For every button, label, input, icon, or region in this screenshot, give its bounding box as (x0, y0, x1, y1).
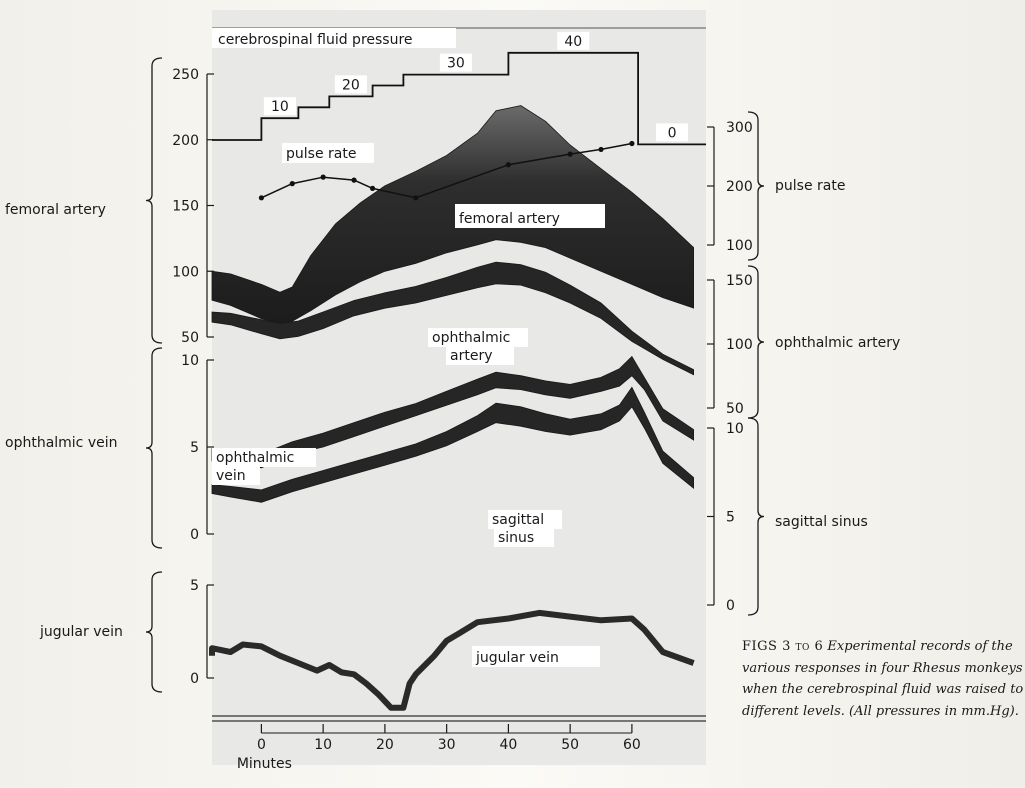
pulse-rate-axis-label: pulse rate (775, 178, 845, 194)
ophthalmic-vein-trace-label-0: ophthalmic (216, 450, 294, 466)
pulse-rate-bracket (747, 111, 765, 261)
pulse-rate-tick-label-0: 100 (726, 238, 753, 254)
ophthalmic-artery-trace-label-0-bg (428, 328, 528, 347)
ophthalmic-vein-trace-label-1: vein (216, 468, 246, 484)
ophthalmic-vein-bracket (145, 347, 163, 549)
csf-title: cerebrospinal fluid pressure (218, 32, 413, 48)
jugular-vein-trace (209, 609, 695, 711)
sagittal-sinus-tick-label-2: 10 (726, 421, 744, 437)
csf-step-label-7: 0 (668, 125, 677, 141)
csf-step-label-bg-7 (656, 123, 689, 142)
jugular-vein-tick-label-0: 0 (190, 671, 199, 687)
x-axis-title: Minutes (237, 756, 292, 772)
jugular-vein-axis-label: jugular vein (39, 624, 123, 640)
x-tick-label-3: 30 (438, 737, 456, 753)
ophthalmic-vein-trace-label-0-bg (212, 448, 316, 467)
jugular-vein-bracket (145, 571, 163, 693)
csf-title-bg (212, 28, 456, 48)
ophthalmic-vein-trace (211, 355, 694, 469)
sagittal-sinus-trace-label-0-bg (488, 510, 562, 529)
ophthalmic-artery-bracket (747, 265, 765, 419)
x-tick-label-2: 20 (376, 737, 394, 753)
sagittal-sinus-axis-label: sagittal sinus (775, 514, 868, 530)
femoral-artery-tick-label-2: 150 (172, 199, 199, 215)
pulse-rate-point-5 (413, 195, 419, 201)
femoral-artery-trace (211, 105, 694, 325)
sagittal-sinus-tick-label-0: 0 (726, 598, 735, 614)
x-tick-label-1: 10 (314, 737, 332, 753)
pulse-rate-point-8 (598, 146, 604, 153)
pulse-rate-point-1 (289, 181, 295, 187)
sagittal-sinus-trace-label-1-bg (494, 528, 554, 547)
sagittal-sinus-tick-label-1: 5 (726, 510, 735, 526)
x-tick-label-4: 40 (499, 737, 517, 753)
jugular-vein-tick-label-1: 5 (190, 578, 199, 594)
femoral-artery-tick-label-0: 50 (181, 330, 199, 346)
csf-step-label-5: 30 (447, 56, 465, 72)
csf-step-label-bg-3 (334, 75, 367, 94)
femoral-artery-tick-label-1: 100 (172, 264, 199, 280)
csf-step-label-bg-1 (263, 97, 296, 116)
pulse-rate-tick-label-2: 300 (726, 120, 753, 136)
csf-step-label-6: 40 (564, 34, 582, 50)
sagittal-sinus-trace-label-1: sinus (498, 530, 534, 546)
x-tick-label-6: 60 (623, 737, 641, 753)
pulse-rate-point-4 (369, 185, 376, 191)
ophthalmic-vein-tick-label-1: 5 (190, 440, 199, 456)
pulse-rate-point-0 (258, 195, 264, 201)
caption-figs: FIGS 3 to 6 (742, 639, 824, 654)
csf-step-label-3: 20 (342, 77, 360, 93)
pulse-rate-point-3 (351, 177, 357, 183)
pulse-rate-point-7 (567, 151, 573, 157)
pulse-rate-trace-label-0: pulse rate (286, 146, 356, 162)
trace-layer (209, 51, 706, 722)
x-tick-label-5: 50 (561, 737, 579, 753)
femoral-artery-tick-label-4: 250 (172, 67, 199, 83)
ophthalmic-artery-tick-label-0: 50 (726, 401, 744, 417)
pulse-rate-trace-label-0-bg (282, 143, 374, 163)
ophthalmic-vein-tick-label-0: 0 (190, 527, 199, 543)
ophthalmic-artery-trace-label-1: artery (450, 348, 492, 364)
tick-layer: 5010015020025010020030050100150051005100… (172, 67, 752, 772)
pulse-rate-trace (261, 142, 633, 199)
csf-step-label-bg-6 (557, 31, 590, 50)
axis-brackets (145, 57, 765, 693)
label-layer: femoral artery femoral artery pulse rate pu… (5, 28, 900, 667)
pulse-rate-tick-label-1: 200 (726, 179, 753, 195)
ophthalmic-artery-tick-label-2: 150 (726, 273, 753, 289)
jugular-vein-trace-label-0: jugular vein (475, 650, 559, 666)
x-tick-label-0: 0 (257, 737, 266, 753)
sagittal-sinus-trace (211, 386, 694, 503)
caption-text: Experimental records of the various resp… (742, 639, 1024, 719)
femoral-artery-trace-label-0-bg (455, 204, 605, 228)
ophthalmic-artery-axis-label: ophthalmic artery (775, 335, 900, 351)
figure-caption: FIGS 3 to 6 Experimental records of the … (742, 636, 1025, 788)
ophthalmic-artery-trace-label-1-bg (446, 346, 514, 365)
ophthalmic-vein-trace-label-1-bg (212, 466, 260, 485)
sagittal-sinus-trace-label-0: sagittal (492, 512, 544, 528)
csf-pressure-trace (212, 51, 706, 146)
sagittal-sinus-bracket (747, 417, 765, 616)
femoral-artery-trace-label-0: femoral artery (459, 211, 560, 227)
pulse-rate-point-9 (629, 140, 635, 147)
femoral-artery-tick-label-3: 200 (172, 133, 199, 149)
csf-step-label-1: 10 (271, 99, 289, 115)
jugular-vein-trace-label-0-bg (472, 646, 600, 667)
ophthalmic-vein-tick-label-2: 10 (181, 353, 199, 369)
pulse-rate-point-6 (505, 162, 511, 168)
femoral-artery-axis-label: femoral artery (5, 202, 106, 218)
ophthalmic-artery-tick-label-1: 100 (726, 337, 753, 353)
ophthalmic-vein-axis-label: ophthalmic vein (5, 435, 118, 451)
ophthalmic-artery-trace-label-0: ophthalmic (432, 330, 510, 346)
pulse-rate-point-2 (320, 174, 326, 180)
csf-step-label-bg-5 (439, 53, 472, 72)
ophthalmic-artery-trace (211, 261, 694, 376)
femoral-artery-bracket (145, 57, 163, 344)
